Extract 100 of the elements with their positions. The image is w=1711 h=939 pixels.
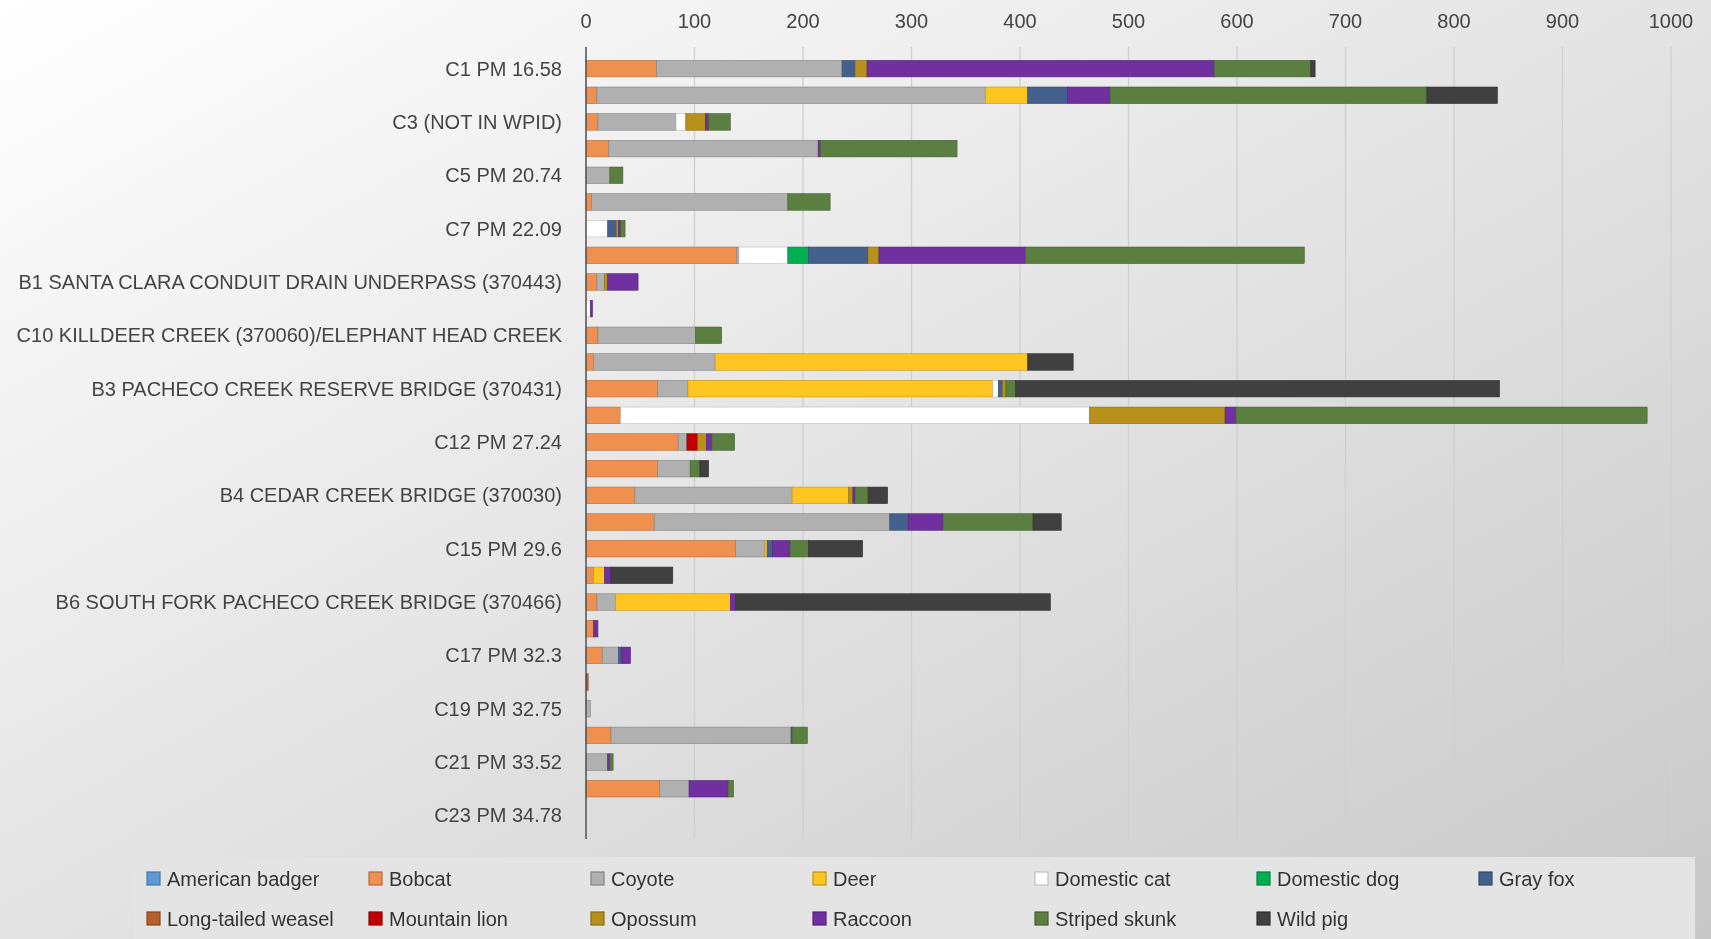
bar (585, 60, 657, 78)
bar (711, 433, 735, 451)
y-tick-label: C17 PM 32.3 (445, 644, 562, 667)
bar (685, 113, 706, 131)
bar (689, 460, 701, 478)
x-tick-label: 300 (894, 10, 929, 32)
y-tick-label: C1 PM 16.58 (445, 57, 562, 80)
legend-label: Raccoon (833, 908, 912, 930)
bar (1027, 86, 1069, 104)
bar (942, 513, 1034, 531)
bar (656, 60, 843, 78)
bar (808, 246, 869, 264)
bar (675, 113, 687, 131)
legend-label: Mountain lion (389, 908, 508, 930)
legend-label: Long-tailed weasel (167, 908, 334, 930)
x-tick-label: 900 (1545, 10, 1580, 32)
bar (585, 726, 612, 744)
bar (695, 326, 722, 344)
legend-label: American badger (167, 868, 320, 890)
bar (699, 460, 709, 478)
bar (787, 246, 809, 264)
bar (791, 486, 849, 504)
bar (596, 86, 986, 104)
bar (601, 646, 619, 664)
bar (634, 486, 793, 504)
y-tick-label: C12 PM 27.24 (434, 431, 562, 453)
bar (878, 246, 1026, 264)
bar (620, 220, 626, 238)
bar (789, 540, 809, 558)
bar (687, 380, 994, 398)
bar (738, 246, 789, 264)
bar (585, 220, 608, 238)
y-tick-label: B3 PACHECO CREEK RESERVE BRIDGE (370431) (91, 377, 562, 400)
y-tick-label: C19 PM 32.75 (434, 697, 562, 720)
bar (593, 620, 599, 638)
bar (1032, 513, 1062, 531)
bar (607, 220, 617, 238)
bar (1005, 380, 1016, 398)
bar (597, 326, 696, 344)
bar (1310, 60, 1316, 78)
legend-label: Domestic dog (1277, 868, 1400, 890)
bar (585, 486, 636, 504)
legend-label: Striped skunk (1055, 908, 1178, 930)
bar (590, 300, 593, 318)
y-tick-label: C5 PM 20.74 (445, 164, 562, 187)
bar (1224, 406, 1237, 424)
y-tick-label: C7 PM 22.09 (445, 217, 562, 240)
y-tick-label: B6 SOUTH FORK PACHECO CREEK BRIDGE (370466) (55, 591, 562, 614)
y-tick-label: B1 SANTA CLARA CONDUIT DRAIN UNDERPASS (370443) (18, 270, 562, 293)
bar (596, 593, 616, 611)
bar (657, 380, 689, 398)
bar (593, 566, 605, 584)
bar (889, 513, 909, 531)
bar (585, 460, 658, 478)
bar (841, 60, 856, 78)
x-tick-label: 500 (1111, 10, 1146, 32)
bar (657, 460, 691, 478)
bar (585, 433, 679, 451)
bar (1015, 380, 1500, 398)
bar (1027, 353, 1074, 371)
bar (1089, 406, 1226, 424)
bar (620, 406, 1090, 424)
bar (596, 273, 605, 291)
bar (854, 486, 869, 504)
bar (867, 486, 888, 504)
bar (984, 86, 1028, 104)
bar (791, 726, 808, 744)
y-tick-label: C23 PM 34.78 (434, 804, 562, 827)
bar (735, 540, 766, 558)
bar (585, 406, 622, 424)
legend-label: Bobcat (389, 868, 452, 890)
x-tick-label: 700 (1328, 10, 1363, 32)
bar (688, 780, 729, 798)
bar (585, 513, 655, 531)
bar (591, 193, 789, 211)
bar (609, 166, 624, 184)
bar (820, 140, 958, 158)
bar (697, 433, 707, 451)
bar (621, 646, 631, 664)
y-tick-label: C10 KILLDEER CREEK (370060)/ELEPHANT HEAD CREEK (16, 324, 563, 347)
x-tick-label: 200 (786, 10, 820, 32)
x-tick-label: 400 (1003, 10, 1037, 32)
bar (585, 780, 661, 798)
bar (585, 540, 737, 558)
legend-label: Gray fox (1499, 868, 1575, 890)
legend-label: Domestic cat (1055, 868, 1172, 890)
bar (808, 540, 863, 558)
bar (708, 113, 731, 131)
bar (593, 353, 716, 371)
bar (787, 193, 831, 211)
bar (585, 646, 603, 664)
bar (677, 433, 688, 451)
bar (585, 246, 738, 264)
x-tick-label: 100 (677, 10, 712, 32)
legend-label: Coyote (611, 868, 675, 890)
y-tick-label: C3 (NOT IN WPID) (392, 110, 562, 133)
bar (659, 780, 690, 798)
x-tick-label: 800 (1437, 10, 1471, 32)
bar (597, 113, 677, 131)
bar (686, 433, 699, 451)
